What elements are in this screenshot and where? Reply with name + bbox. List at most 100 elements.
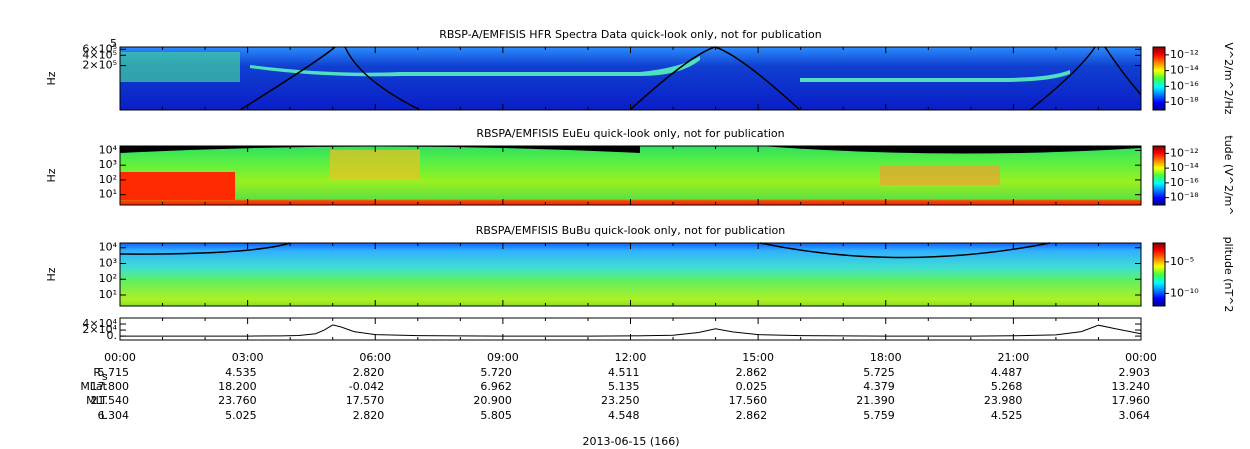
ephemeris-value: 6.304 bbox=[98, 409, 130, 422]
panel-frame bbox=[119, 46, 1142, 111]
ephemeris-value: 5.725 bbox=[863, 366, 895, 379]
colorbar-label: tude (V^2/m^ bbox=[1222, 135, 1235, 215]
y-tick-label: 10¹ bbox=[99, 188, 117, 201]
panel-title: RBSPA/EMFISIS BuBu quick-look only, not … bbox=[476, 224, 786, 237]
panel-title: RBSP-A/EMFISIS HFR Spectra Data quick-lo… bbox=[439, 28, 822, 41]
ephemeris-value: 4.525 bbox=[991, 409, 1023, 422]
colorbar-tick-label: 10⁻¹⁸ bbox=[1170, 95, 1199, 108]
y-tick-label: 2×10⁵ bbox=[82, 59, 117, 72]
colorbar-label: V^2/m^2/Hz bbox=[1222, 42, 1235, 114]
panel-title: RBSPA/EMFISIS EuEu quick-look only, not … bbox=[476, 127, 784, 140]
ephemeris-value: 21.390 bbox=[856, 394, 895, 407]
spectrogram-fill bbox=[120, 172, 235, 200]
ephemeris-value: 23.250 bbox=[601, 394, 640, 407]
colorbar-tick-label: 10⁻¹⁶ bbox=[1170, 176, 1199, 189]
x-tick-label: 21:00 bbox=[998, 351, 1030, 364]
y-axis-label: Hz bbox=[45, 267, 58, 281]
colorbar bbox=[1152, 145, 1166, 206]
ephemeris-value: 6.962 bbox=[480, 380, 512, 393]
spectrogram-fill bbox=[120, 52, 240, 82]
axis-annotation: 5 bbox=[110, 37, 117, 50]
y-tick-label: 10² bbox=[99, 272, 117, 285]
colorbar-label: plitude (nT^2 bbox=[1222, 237, 1235, 313]
ephemeris-value: 5.268 bbox=[991, 380, 1023, 393]
ephemeris-value: 5.715 bbox=[98, 366, 130, 379]
ephemeris-value: 2.903 bbox=[1119, 366, 1151, 379]
spectrogram-fill bbox=[250, 56, 700, 77]
colorbar bbox=[1152, 46, 1166, 111]
y-tick-label: 10⁴ bbox=[99, 241, 118, 254]
ephemeris-value: 2.820 bbox=[353, 366, 385, 379]
spectrogram-fills bbox=[119, 46, 1142, 306]
ephemeris-value: 4.511 bbox=[608, 366, 640, 379]
y-tick-label: 4×10⁵ bbox=[82, 48, 117, 61]
ephemeris-value: 20.900 bbox=[473, 394, 512, 407]
ephemeris-value: 17.570 bbox=[346, 394, 385, 407]
ephemeris-value: 17.800 bbox=[91, 380, 130, 393]
cyclotron-curve bbox=[119, 242, 1051, 259]
y-tick-label: 10³ bbox=[99, 256, 117, 269]
colorbar-tick-label: 10⁻¹⁰ bbox=[1170, 286, 1199, 299]
colorbar-tick-label: 10⁻⁵ bbox=[1170, 255, 1194, 268]
ephemeris-value: 5.759 bbox=[863, 409, 895, 422]
spectrogram-fill bbox=[800, 70, 1070, 82]
panel-frame bbox=[119, 242, 1142, 307]
ephemeris-value: 13.240 bbox=[1112, 380, 1151, 393]
ephemeris-value: 5.805 bbox=[480, 409, 512, 422]
data-line bbox=[120, 324, 1142, 337]
panel-frame bbox=[119, 317, 1142, 341]
colorbar-tick-label: 10⁻¹⁴ bbox=[1170, 161, 1199, 174]
x-tick-label: 00:00 bbox=[1125, 351, 1157, 364]
spectrogram-fill bbox=[880, 165, 1000, 185]
ephemeris-value: 2.820 bbox=[353, 409, 385, 422]
spectrogram-fill bbox=[120, 243, 1141, 306]
panel-frame bbox=[119, 145, 1142, 206]
ephemeris-value: 5.025 bbox=[225, 409, 257, 422]
colorbar-tick-label: 10⁻¹² bbox=[1170, 48, 1199, 61]
date-label: 2013-06-15 (166) bbox=[582, 435, 679, 448]
x-tick-label: 06:00 bbox=[359, 351, 391, 364]
ephemeris-value: 4.487 bbox=[991, 366, 1023, 379]
ephemeris-value: 18.200 bbox=[218, 380, 257, 393]
ephemeris-value: 2.862 bbox=[736, 366, 768, 379]
y-tick-label: 10³ bbox=[99, 158, 117, 171]
y-tick-label: 2×10⁴ bbox=[82, 323, 117, 336]
ephemeris-value: 23.980 bbox=[984, 394, 1023, 407]
ephemeris-value: 2.862 bbox=[736, 409, 768, 422]
colorbar-tick-label: 10⁻¹² bbox=[1170, 146, 1199, 159]
ephemeris-value: 4.379 bbox=[863, 380, 895, 393]
row-label: MLat bbox=[80, 380, 107, 393]
spectrogram-fill bbox=[330, 150, 420, 180]
ephemeris-value: 17.960 bbox=[1112, 394, 1151, 407]
y-tick-label: 4×10⁴ bbox=[82, 317, 117, 330]
row-label-subscript: s bbox=[102, 370, 108, 383]
colorbar-tick-label: 10⁻¹⁶ bbox=[1170, 79, 1199, 92]
x-tick-label: 12:00 bbox=[615, 351, 647, 364]
row-label: R bbox=[93, 366, 101, 379]
ephemeris-value: 4.548 bbox=[608, 409, 640, 422]
y-tick-label: 0. bbox=[107, 329, 118, 342]
ephemeris-value: 0.025 bbox=[736, 380, 768, 393]
x-tick-label: 09:00 bbox=[487, 351, 519, 364]
ephemeris-value: 5.720 bbox=[480, 366, 512, 379]
ephemeris-value: 23.760 bbox=[218, 394, 257, 407]
x-tick-label: 15:00 bbox=[742, 351, 774, 364]
ephemeris-value: 5.135 bbox=[608, 380, 640, 393]
colorbar-tick-label: 10⁻¹⁸ bbox=[1170, 191, 1199, 204]
ephemeris-value: -0.042 bbox=[349, 380, 384, 393]
colorbar-tick-label: 10⁻¹⁴ bbox=[1170, 64, 1199, 77]
ephemeris-value: 21.540 bbox=[91, 394, 130, 407]
y-tick-label: 10⁴ bbox=[99, 143, 118, 156]
y-axis-label: Hz bbox=[45, 71, 58, 85]
y-tick-label: 10² bbox=[99, 173, 117, 186]
x-tick-label: 00:00 bbox=[104, 351, 136, 364]
colorbar bbox=[1152, 242, 1166, 307]
x-tick-label: 18:00 bbox=[870, 351, 902, 364]
y-axis-label: Hz bbox=[45, 168, 58, 182]
row-label: L bbox=[101, 409, 108, 422]
ephemeris-value: 17.560 bbox=[729, 394, 768, 407]
ephemeris-value: 3.064 bbox=[1119, 409, 1151, 422]
row-label: MLT bbox=[86, 394, 107, 407]
x-tick-label: 03:00 bbox=[232, 351, 264, 364]
y-tick-label: 10¹ bbox=[99, 288, 117, 301]
